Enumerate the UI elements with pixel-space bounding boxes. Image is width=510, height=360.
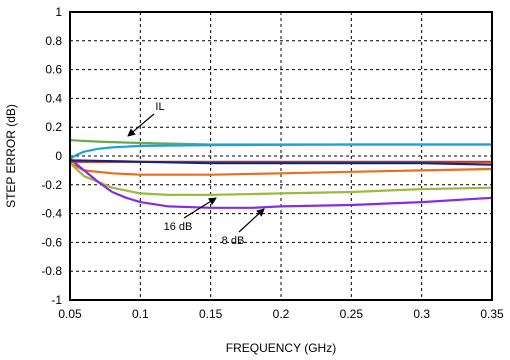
series-line xyxy=(68,143,494,160)
y-tick-label: 0.8 xyxy=(45,34,62,48)
y-tick-label: 1 xyxy=(55,5,62,19)
annotation-arrow xyxy=(127,113,155,137)
y-tick-label: 0 xyxy=(55,149,62,163)
y-axis-title: STEP ERROR (dB) xyxy=(4,104,18,208)
x-tick-label: 0.1 xyxy=(132,307,149,321)
y-tick-label: -1 xyxy=(51,293,62,307)
x-tick-label: 0.35 xyxy=(480,307,504,321)
y-tick-label: -0.6 xyxy=(41,235,62,249)
y-tick-label: -0.8 xyxy=(41,264,62,278)
y-tick-label: -0.2 xyxy=(41,178,62,192)
series-line xyxy=(68,162,494,196)
grid xyxy=(70,12,492,300)
annotations: IL 16 dB 8 dB xyxy=(127,101,265,247)
x-tick-label: 0.25 xyxy=(340,307,364,321)
x-tick-labels: 0.05 0.1 0.15 0.2 0.25 0.3 0.35 xyxy=(58,307,504,321)
annotation-arrow xyxy=(183,197,217,219)
y-tick-label: 0.6 xyxy=(45,63,62,77)
series-line xyxy=(68,162,494,176)
x-axis-title: FREQUENCY (GHz) xyxy=(226,341,336,355)
series-line xyxy=(68,157,494,209)
series-line xyxy=(68,159,494,166)
plot-frame xyxy=(69,11,493,301)
x-tick-label: 0.05 xyxy=(58,307,82,321)
y-tick-labels: 1 0.8 0.6 0.4 0.2 0 -0.2 -0.4 -0.6 -0.8 -1 xyxy=(41,5,62,307)
x-tick-label: 0.3 xyxy=(413,307,430,321)
x-tick-label: 0.2 xyxy=(273,307,290,321)
x-tick-label: 0.15 xyxy=(199,307,223,321)
y-tick-label: 0.2 xyxy=(45,120,62,134)
annotation-arrow xyxy=(238,208,265,233)
annotation-label: IL xyxy=(155,101,164,113)
annotation-label: 16 dB xyxy=(164,221,193,233)
y-tick-label: 0.4 xyxy=(45,91,62,105)
annotation-label: 8 dB xyxy=(222,235,245,247)
series-group xyxy=(68,139,494,209)
y-tick-label: -0.4 xyxy=(41,207,62,221)
